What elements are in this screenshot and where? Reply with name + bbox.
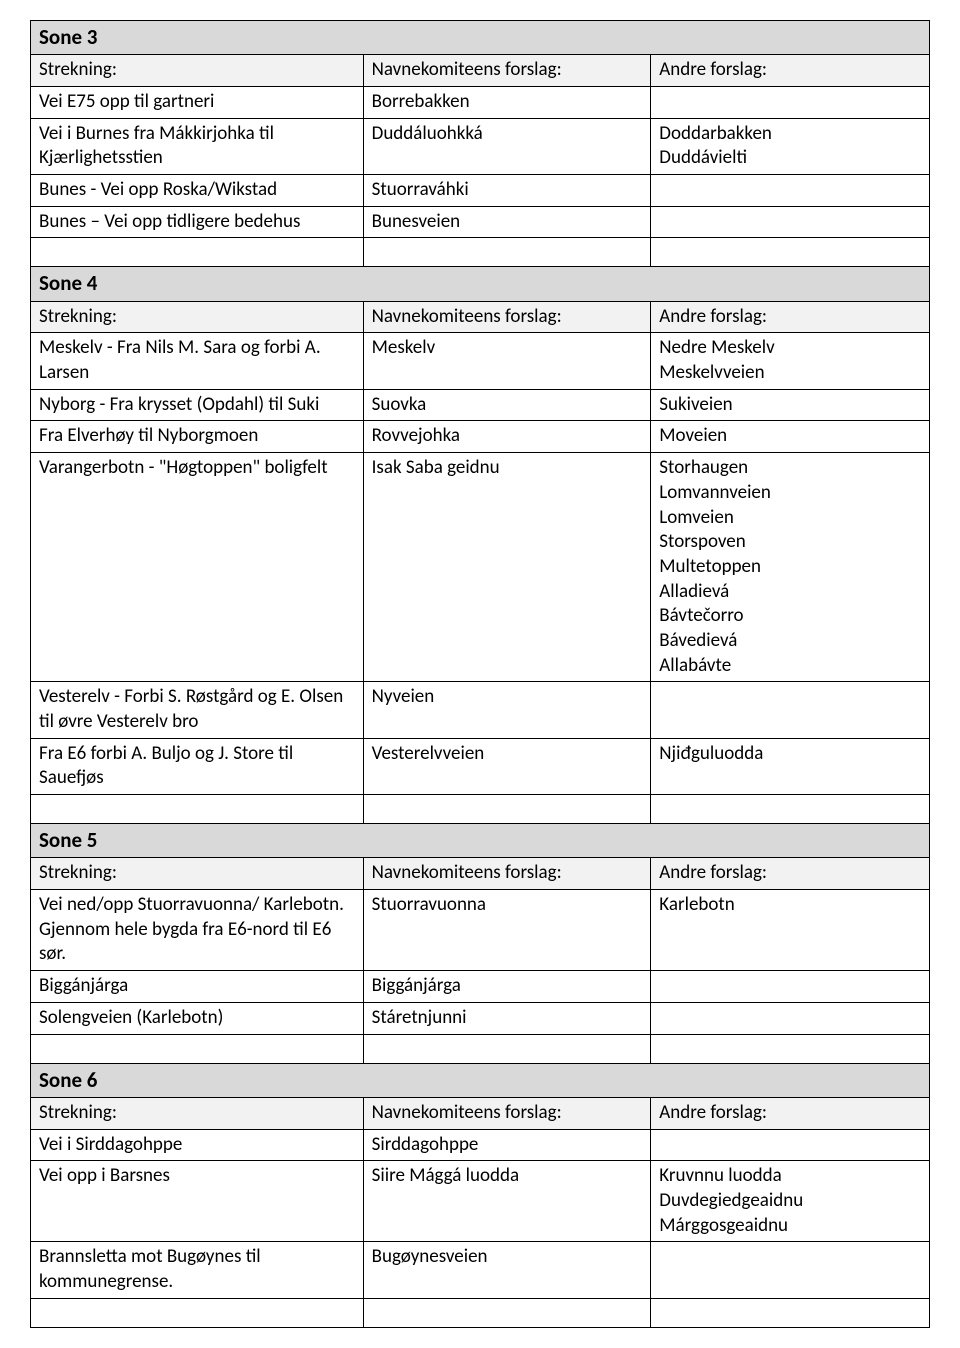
- forslag-cell: Nyveien: [363, 682, 651, 738]
- table-row: BiggánjárgaBiggánjárga: [31, 971, 930, 1003]
- forslag-cell: Isak Saba geidnu: [363, 453, 651, 682]
- strekning-cell: Vei ned/opp Stuorravuonna/ Karlebotn. Gj…: [31, 890, 364, 971]
- column-header: Navnekomiteens forslag:: [363, 55, 651, 87]
- column-header: Navnekomiteens forslag:: [363, 301, 651, 333]
- column-header: Andre forslag:: [651, 858, 930, 890]
- andre-cell: Nedre MeskelvMeskelvveien: [651, 333, 930, 389]
- table-row: Fra E6 forbi A. Buljo og J. Store til Sa…: [31, 738, 930, 794]
- table-row: Brannsletta mot Bugøynes til kommunegren…: [31, 1242, 930, 1298]
- strekning-cell: Fra E6 forbi A. Buljo og J. Store til Sa…: [31, 738, 364, 794]
- forslag-cell: Borrebakken: [363, 86, 651, 118]
- forslag-cell: Stuorraváhki: [363, 175, 651, 207]
- andre-cell: [651, 682, 930, 738]
- andre-cell: [651, 175, 930, 207]
- spacer-row: [31, 795, 930, 824]
- table-row: Fra Elverhøy til NyborgmoenRovvejohkaMov…: [31, 421, 930, 453]
- column-header: Strekning:: [31, 858, 364, 890]
- zones-table: Sone 3Strekning:Navnekomiteens forslag:A…: [30, 20, 930, 1328]
- forslag-cell: Biggánjárga: [363, 971, 651, 1003]
- andre-cell: Kruvnnu luoddaDuvdegiedgeaidnuMárggosgea…: [651, 1161, 930, 1242]
- column-header: Navnekomiteens forslag:: [363, 858, 651, 890]
- andre-cell: [651, 971, 930, 1003]
- table-row: Meskelv - Fra Nils M. Sara og forbi A. L…: [31, 333, 930, 389]
- zone-header: Sone 4: [31, 267, 930, 301]
- table-row: Bunes - Vei opp Roska/WikstadStuorraváhk…: [31, 175, 930, 207]
- forslag-cell: Meskelv: [363, 333, 651, 389]
- andre-cell: Njiđguluodda: [651, 738, 930, 794]
- strekning-cell: Varangerbotn - "Høgtoppen" boligfelt: [31, 453, 364, 682]
- strekning-cell: Vei i Burnes fra Mákkirjohka til Kjærlig…: [31, 118, 364, 174]
- andre-cell: Sukiveien: [651, 389, 930, 421]
- table-row: Vei i Burnes fra Mákkirjohka til Kjærlig…: [31, 118, 930, 174]
- table-row: Nyborg - Fra krysset (Opdahl) til SukiSu…: [31, 389, 930, 421]
- andre-cell: Moveien: [651, 421, 930, 453]
- forslag-cell: Rovvejohka: [363, 421, 651, 453]
- andre-cell: [651, 86, 930, 118]
- forslag-cell: Stuorravuonna: [363, 890, 651, 971]
- strekning-cell: Vesterelv - Forbi S. Røstgård og E. Olse…: [31, 682, 364, 738]
- spacer-row: [31, 1034, 930, 1063]
- column-header: Andre forslag:: [651, 301, 930, 333]
- strekning-cell: Nyborg - Fra krysset (Opdahl) til Suki: [31, 389, 364, 421]
- strekning-cell: Fra Elverhøy til Nyborgmoen: [31, 421, 364, 453]
- andre-cell: DoddarbakkenDuddávielti: [651, 118, 930, 174]
- column-header: Strekning:: [31, 1097, 364, 1129]
- forslag-cell: Bugøynesveien: [363, 1242, 651, 1298]
- forslag-cell: Siire Mággá luodda: [363, 1161, 651, 1242]
- table-row: Vei i SirddagohppeSirddagohppe: [31, 1129, 930, 1161]
- column-header: Andre forslag:: [651, 55, 930, 87]
- forslag-cell: Bunesveien: [363, 206, 651, 238]
- strekning-cell: Biggánjárga: [31, 971, 364, 1003]
- column-header: Andre forslag:: [651, 1097, 930, 1129]
- strekning-cell: Brannsletta mot Bugøynes til kommunegren…: [31, 1242, 364, 1298]
- andre-cell: [651, 206, 930, 238]
- strekning-cell: Vei i Sirddagohppe: [31, 1129, 364, 1161]
- andre-cell: Karlebotn: [651, 890, 930, 971]
- andre-cell: [651, 1129, 930, 1161]
- table-row: Bunes – Vei opp tidligere bedehusBunesve…: [31, 206, 930, 238]
- spacer-row: [31, 238, 930, 267]
- table-row: Vei E75 opp til gartneriBorrebakken: [31, 86, 930, 118]
- forslag-cell: Stáretnjunni: [363, 1002, 651, 1034]
- table-row: Varangerbotn - "Høgtoppen" boligfeltIsak…: [31, 453, 930, 682]
- table-row: Solengveien (Karlebotn)Stáretnjunni: [31, 1002, 930, 1034]
- spacer-row: [31, 1298, 930, 1327]
- zone-header: Sone 6: [31, 1063, 930, 1097]
- strekning-cell: Meskelv - Fra Nils M. Sara og forbi A. L…: [31, 333, 364, 389]
- strekning-cell: Vei E75 opp til gartneri: [31, 86, 364, 118]
- forslag-cell: Suovka: [363, 389, 651, 421]
- column-header: Strekning:: [31, 301, 364, 333]
- zone-header: Sone 3: [31, 21, 930, 55]
- strekning-cell: Bunes - Vei opp Roska/Wikstad: [31, 175, 364, 207]
- table-row: Vei ned/opp Stuorravuonna/ Karlebotn. Gj…: [31, 890, 930, 971]
- table-row: Vei opp i BarsnesSiire Mággá luoddaKruvn…: [31, 1161, 930, 1242]
- zone-header: Sone 5: [31, 824, 930, 858]
- andre-cell: [651, 1002, 930, 1034]
- andre-cell: [651, 1242, 930, 1298]
- andre-cell: StorhaugenLomvannveienLomveienStorspoven…: [651, 453, 930, 682]
- forslag-cell: Sirddagohppe: [363, 1129, 651, 1161]
- strekning-cell: Vei opp i Barsnes: [31, 1161, 364, 1242]
- strekning-cell: Bunes – Vei opp tidligere bedehus: [31, 206, 364, 238]
- forslag-cell: Vesterelvveien: [363, 738, 651, 794]
- column-header: Navnekomiteens forslag:: [363, 1097, 651, 1129]
- forslag-cell: Duddáluohkká: [363, 118, 651, 174]
- column-header: Strekning:: [31, 55, 364, 87]
- table-row: Vesterelv - Forbi S. Røstgård og E. Olse…: [31, 682, 930, 738]
- strekning-cell: Solengveien (Karlebotn): [31, 1002, 364, 1034]
